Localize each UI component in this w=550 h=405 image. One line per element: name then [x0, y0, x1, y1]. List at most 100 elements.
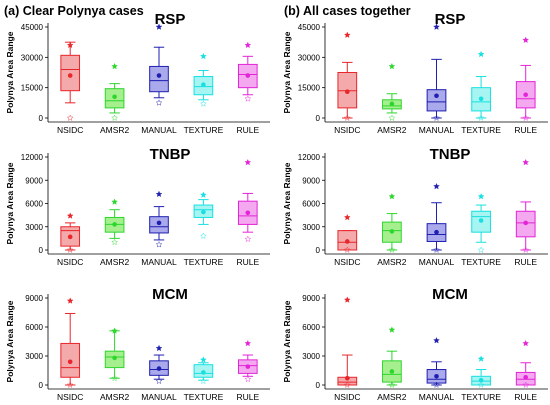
mean-dot: [389, 369, 395, 374]
outlier-high-star: [477, 193, 485, 200]
y-axis-label: Polynya Area Range: [282, 162, 292, 244]
y-tick-label: 3000: [302, 223, 320, 232]
x-category-label: MANUAL: [141, 257, 177, 267]
outlier-low-star: [200, 377, 207, 384]
outlier-low-star: [66, 381, 74, 388]
mean-dot: [201, 209, 206, 215]
outlier-high-star: [155, 23, 163, 30]
chart-title: RSP: [435, 11, 466, 28]
x-category-label: AMSR2: [377, 392, 407, 402]
y-axis-label: Polynya Area Range: [282, 300, 292, 382]
outlier-low-star: [343, 381, 351, 388]
chart-mcm-b: MCM Polynya Area Range 0 3000 6000 9000 NSIDC A…: [282, 286, 548, 402]
outlier-low-star: [155, 99, 163, 106]
outlier-low-star: [388, 114, 396, 121]
mean-dot: [245, 210, 251, 216]
y-tick-label: 0: [39, 246, 44, 255]
outlier-high-star: [111, 198, 118, 205]
mean-dot: [245, 73, 251, 78]
outlier-low-star: [477, 114, 485, 121]
iqr-box: [426, 89, 447, 112]
outlier-high-star: [111, 62, 118, 70]
outlier-high-star: [522, 36, 530, 43]
y-tick-label: 6000: [25, 323, 43, 332]
box-rule: RULE: [236, 158, 259, 267]
x-category-label: MANUAL: [419, 257, 455, 267]
box-rule: RULE: [236, 41, 259, 135]
mean-dot: [523, 92, 528, 98]
box-amsr2: AMSR2: [377, 326, 407, 402]
mean-dot: [201, 370, 206, 375]
y-tick-label: 6000: [302, 323, 320, 332]
chart-title: TNBP: [430, 146, 471, 163]
x-category-label: TEXTURE: [184, 392, 224, 402]
outlier-high-star: [343, 296, 351, 303]
mean-dot: [156, 366, 162, 371]
chart-title: RSP: [155, 11, 186, 28]
outlier-high-star: [343, 31, 351, 38]
chart-tnbp-b: TNBP Polynya Area Range 0 3000 6000 9000 12000…: [282, 146, 548, 267]
outlier-high-star: [244, 158, 252, 166]
y-tick-label: 0: [39, 114, 44, 123]
box-amsr2: AMSR2: [100, 62, 130, 135]
y-tick-label: 9000: [302, 176, 320, 185]
outlier-low-star: [522, 381, 530, 388]
mean-dot: [112, 355, 117, 361]
y-tick-label: 0: [316, 114, 321, 123]
mean-dot: [345, 375, 350, 381]
outlier-low-star: [433, 381, 440, 388]
y-tick-label: 45000: [21, 23, 44, 32]
outlier-high-star: [155, 190, 163, 198]
box-rule: RULE: [514, 36, 537, 135]
mean-dot: [156, 73, 162, 78]
outlier-high-star: [244, 339, 252, 347]
x-category-label: RULE: [514, 125, 537, 135]
x-category-label: TEXTURE: [184, 125, 224, 135]
box-nsidc: NSIDC: [334, 213, 361, 267]
outlier-high-star: [66, 41, 74, 49]
mean-dot: [67, 359, 73, 365]
mean-dot: [434, 93, 439, 99]
outlier-high-star: [388, 193, 396, 200]
y-tick-label: 3000: [302, 352, 320, 361]
y-tick-label: 9000: [25, 176, 43, 185]
y-tick-label: 12000: [298, 153, 321, 162]
y-tick-label: 45000: [298, 23, 321, 32]
outlier-high-star: [522, 339, 530, 347]
mean-dot: [245, 364, 251, 369]
mean-dot: [156, 220, 162, 226]
box-amsr2: AMSR2: [100, 198, 130, 267]
x-category-label: AMSR2: [377, 125, 407, 135]
outlier-low-star: [433, 246, 440, 253]
box-rule: RULE: [514, 158, 537, 267]
box-manual: MANUAL: [141, 190, 177, 267]
chart-tnbp-a: TNBP Polynya Area Range 0 3000 6000 9000 12000…: [5, 146, 270, 267]
outlier-low-star: [200, 232, 207, 239]
iqr-box: [149, 65, 169, 93]
box-texture: TEXTURE: [184, 52, 224, 135]
x-category-label: RULE: [236, 125, 259, 135]
outlier-low-star: [155, 241, 163, 248]
box-texture: TEXTURE: [461, 355, 501, 402]
x-category-label: AMSR2: [100, 257, 130, 267]
mean-dot: [345, 239, 350, 244]
mean-dot: [112, 94, 117, 100]
outlier-high-star: [66, 297, 74, 304]
outlier-low-star: [388, 381, 396, 388]
chart-title: MCM: [152, 286, 188, 303]
mean-dot: [434, 229, 439, 235]
iqr-box: [60, 54, 81, 92]
box-amsr2: AMSR2: [377, 62, 407, 135]
x-category-label: NSIDC: [57, 392, 83, 402]
y-tick-label: 6000: [302, 200, 320, 209]
outlier-high-star: [200, 356, 207, 363]
outlier-high-star: [343, 213, 351, 221]
x-category-label: TEXTURE: [184, 257, 224, 267]
y-tick-label: 3000: [25, 352, 43, 361]
outlier-low-star: [343, 114, 351, 121]
box-texture: TEXTURE: [461, 193, 501, 267]
box-manual: MANUAL: [141, 23, 177, 135]
x-category-label: RULE: [236, 392, 259, 402]
